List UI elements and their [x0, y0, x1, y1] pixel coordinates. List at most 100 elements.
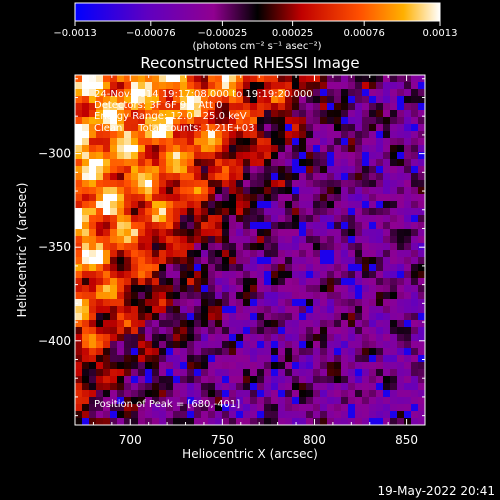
heatmap-cell: [75, 264, 83, 272]
heatmap-cell: [383, 306, 391, 314]
heatmap-cell: [215, 362, 223, 370]
heatmap-cell: [278, 355, 286, 363]
heatmap-cell: [306, 383, 314, 391]
heatmap-cell: [404, 327, 412, 335]
heatmap-cell: [96, 180, 104, 188]
heatmap-cell: [264, 250, 272, 258]
heatmap-cell: [152, 89, 160, 97]
heatmap-cell: [390, 222, 398, 230]
heatmap-cell: [180, 404, 188, 412]
heatmap-cell: [138, 229, 146, 237]
heatmap-cell: [180, 201, 188, 209]
x-tick-label: 850: [395, 433, 418, 447]
heatmap-cell: [243, 243, 251, 251]
heatmap-cell: [397, 215, 405, 223]
heatmap-cell: [383, 145, 391, 153]
heatmap-cell: [334, 152, 342, 160]
heatmap-cell: [222, 376, 230, 384]
heatmap-cell: [75, 173, 83, 181]
heatmap-cell: [166, 369, 174, 377]
heatmap-cell: [229, 257, 237, 265]
heatmap-cell: [397, 145, 405, 153]
heatmap-cell: [145, 187, 153, 195]
heatmap-cell: [82, 208, 90, 216]
heatmap-cell: [271, 278, 279, 286]
heatmap-cell: [369, 397, 377, 405]
heatmap-cell: [222, 313, 230, 321]
heatmap-cell: [124, 376, 132, 384]
heatmap-cell: [390, 278, 398, 286]
heatmap-cell: [250, 292, 258, 300]
heatmap-cell: [292, 404, 300, 412]
heatmap-cell: [166, 257, 174, 265]
heatmap-cell: [187, 159, 195, 167]
heatmap-cell: [418, 397, 426, 405]
heatmap-cell: [152, 320, 160, 328]
heatmap-cell: [159, 278, 167, 286]
heatmap-cell: [243, 194, 251, 202]
heatmap-cell: [313, 243, 321, 251]
heatmap-cell: [418, 264, 426, 272]
heatmap-cell: [215, 292, 223, 300]
heatmap-cell: [208, 75, 216, 83]
heatmap-cell: [110, 236, 118, 244]
heatmap-cell: [320, 362, 328, 370]
heatmap-cell: [355, 173, 363, 181]
heatmap-cell: [229, 285, 237, 293]
heatmap-cell: [411, 334, 419, 342]
heatmap-cell: [180, 383, 188, 391]
heatmap-cell: [117, 404, 125, 412]
heatmap-cell: [390, 243, 398, 251]
heatmap-cell: [264, 257, 272, 265]
heatmap-cell: [250, 173, 258, 181]
heatmap-cell: [117, 411, 125, 419]
heatmap-cell: [278, 278, 286, 286]
heatmap-cell: [313, 152, 321, 160]
heatmap-cell: [229, 243, 237, 251]
heatmap-cell: [145, 236, 153, 244]
heatmap-cell: [250, 75, 258, 83]
heatmap-cell: [341, 257, 349, 265]
heatmap-cell: [194, 180, 202, 188]
heatmap-cell: [299, 264, 307, 272]
heatmap-cell: [271, 75, 279, 83]
heatmap-cell: [390, 383, 398, 391]
heatmap-cell: [369, 229, 377, 237]
heatmap-cell: [152, 334, 160, 342]
heatmap-cell: [222, 243, 230, 251]
heatmap-cell: [243, 82, 251, 90]
heatmap-cell: [138, 250, 146, 258]
heatmap-cell: [96, 362, 104, 370]
heatmap-cell: [341, 250, 349, 258]
heatmap-cell: [194, 278, 202, 286]
heatmap-cell: [152, 250, 160, 258]
heatmap-cell: [404, 418, 412, 426]
heatmap-cell: [292, 369, 300, 377]
heatmap-cell: [208, 376, 216, 384]
heatmap-cell: [75, 138, 83, 146]
heatmap-cell: [194, 145, 202, 153]
heatmap-cell: [96, 369, 104, 377]
heatmap-cell: [215, 138, 223, 146]
heatmap-cell: [376, 180, 384, 188]
heatmap-cell: [264, 278, 272, 286]
heatmap-cell: [390, 257, 398, 265]
heatmap-cell: [292, 355, 300, 363]
heatmap-cell: [250, 355, 258, 363]
heatmap-cell: [117, 201, 125, 209]
heatmap-cell: [187, 341, 195, 349]
plot-frame: [74, 74, 426, 426]
x-tick-label: 750: [211, 433, 234, 447]
heatmap-cell: [397, 397, 405, 405]
heatmap-cell: [159, 180, 167, 188]
heatmap-cell: [257, 117, 265, 125]
heatmap-cell: [369, 166, 377, 174]
heatmap-cell: [152, 236, 160, 244]
heatmap-cell: [334, 243, 342, 251]
heatmap-cell: [383, 285, 391, 293]
heatmap-cell: [334, 355, 342, 363]
heatmap-cell: [264, 383, 272, 391]
heatmap-cell: [124, 383, 132, 391]
heatmap-cell: [327, 243, 335, 251]
heatmap-cell: [222, 348, 230, 356]
